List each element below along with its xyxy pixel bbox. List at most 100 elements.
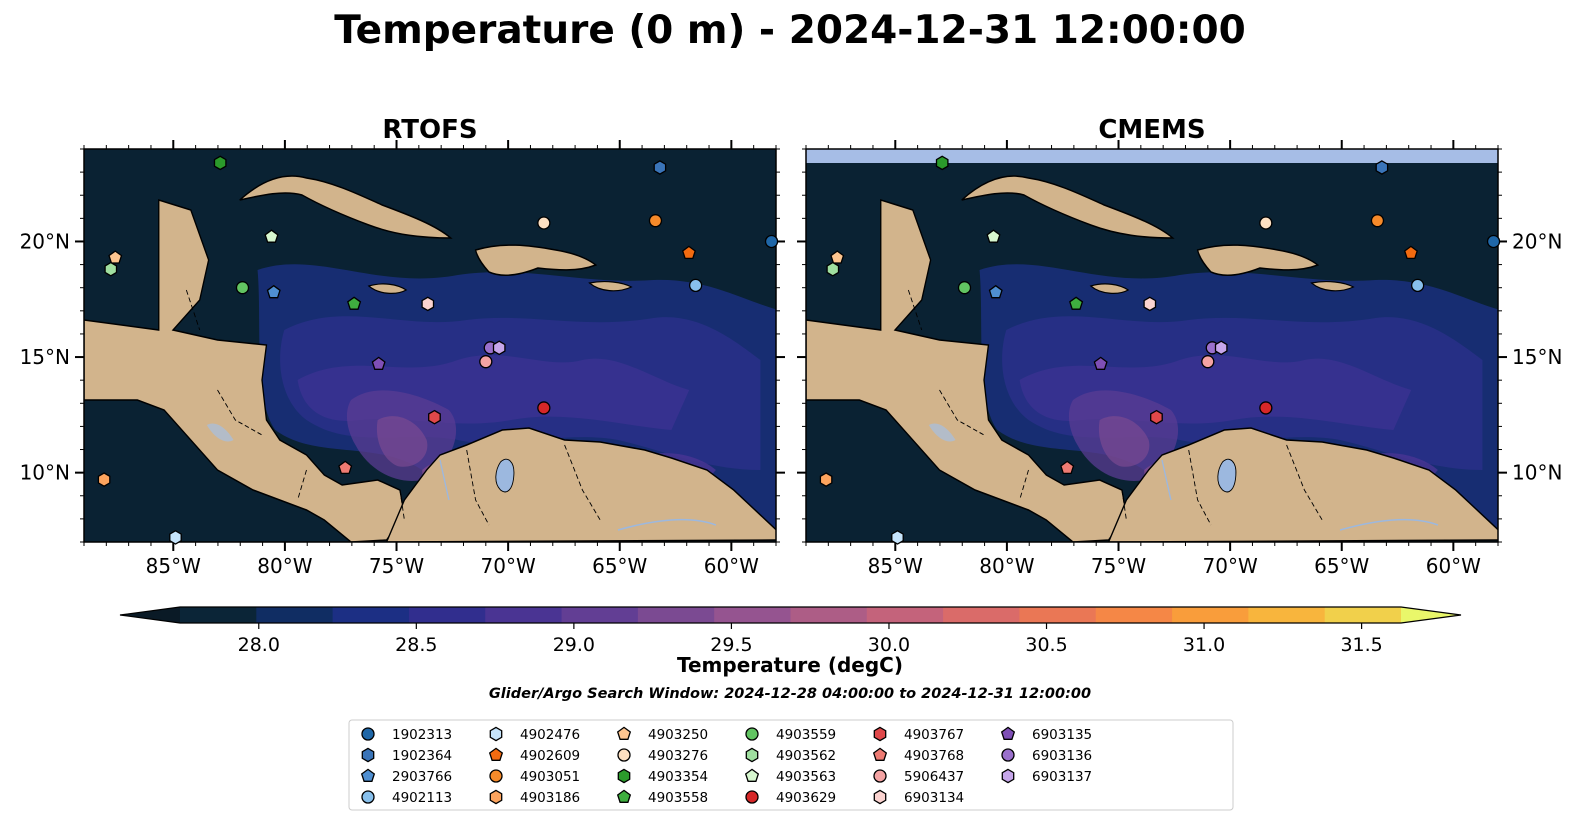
colorbar-tick-label: 28.5 — [395, 634, 437, 656]
colorbar-bin — [180, 607, 257, 623]
legend-label: 2903766 — [392, 769, 452, 785]
x-tick-label: 70°W — [481, 554, 536, 578]
colorbar-bin — [1095, 607, 1173, 623]
x-tick-label: 65°W — [592, 554, 647, 578]
float-markers — [97, 155, 779, 545]
float-marker-6903135 — [371, 356, 386, 370]
legend-marker — [361, 727, 375, 741]
legend-item-6903134: 6903134 — [873, 789, 964, 806]
colorbar-tick-label: 28.0 — [238, 634, 280, 656]
legend-marker — [361, 790, 375, 804]
legend-label: 6903135 — [1032, 727, 1092, 743]
legend-label: 4902476 — [520, 727, 580, 743]
legend-item-4903562: 4903562 — [745, 747, 836, 764]
float-marker-6903134 — [1143, 296, 1157, 312]
legend-label: 4903563 — [776, 769, 836, 785]
float-marker-2903766 — [988, 284, 1003, 299]
panel-rtofs: RTOFS 85°W 80°W 75°W 70°W 65°W 60°W 10°N 15°N 20… — [20, 115, 785, 578]
x-tick-label: 60°W — [1426, 554, 1481, 578]
legend-label: 6903137 — [1032, 769, 1092, 785]
float-marker-4903250 — [108, 250, 123, 264]
legend-item-4903559: 4903559 — [745, 727, 836, 743]
legend-item-6903136: 6903136 — [1001, 748, 1092, 764]
search-window-caption: Glider/Argo Search Window: 2024-12-28 04… — [489, 686, 1091, 702]
colorbar-outline — [119, 606, 1462, 624]
float-marker-4903563 — [986, 229, 1001, 243]
colorbar: 28.0 28.5 29.0 29.5 30.0 30.5 31.0 31.5 — [119, 606, 1462, 656]
legend-marker — [1001, 768, 1015, 784]
legend-item-4903768: 4903768 — [872, 747, 964, 764]
legend-marker — [617, 748, 631, 762]
legend-marker — [873, 726, 887, 742]
legend-label: 6903134 — [904, 790, 964, 806]
legend-marker — [745, 790, 759, 804]
float-marker-4903559 — [957, 281, 972, 295]
float-marker-4902113 — [1410, 278, 1425, 293]
float-marker-4902609 — [681, 245, 696, 260]
colorbar-bin — [714, 607, 791, 623]
float-marker-4903276 — [537, 216, 551, 230]
colorbar-bin — [943, 607, 1020, 623]
float-marker-4903562 — [104, 261, 118, 277]
legend-marker — [617, 768, 631, 784]
legend-label: 4903276 — [648, 748, 708, 764]
legend-label: 1902313 — [392, 727, 452, 743]
legend-label: 1902364 — [392, 748, 452, 764]
legend-label: 4903558 — [648, 790, 708, 806]
x-tick-label: 85°W — [868, 554, 923, 578]
legend-marker — [489, 726, 503, 742]
colorbar-extend-low — [120, 607, 180, 623]
x-tick-label: 75°W — [1091, 554, 1146, 578]
float-markers — [819, 155, 1501, 545]
colorbar-tick-label: 31.0 — [1183, 634, 1225, 656]
legend-item-4903629: 4903629 — [745, 790, 836, 806]
legend-marker — [744, 768, 760, 782]
legend-marker — [616, 789, 632, 803]
float-marker-4903186 — [97, 472, 111, 487]
legend: 1902313 1902364 2903766 4902113 4902476 49026… — [348, 719, 1234, 811]
float-marker-4903558 — [1069, 296, 1084, 310]
no-data-band — [806, 149, 1498, 163]
colorbar-bin — [485, 607, 563, 623]
float-marker-4903354 — [935, 155, 949, 171]
legend-label: 4903250 — [648, 727, 708, 743]
y-tick-label: 10°N — [1512, 461, 1562, 485]
colorbar-bin — [1248, 607, 1326, 623]
legend-item-4903767: 4903767 — [873, 726, 964, 743]
float-marker-4903563 — [264, 229, 279, 243]
float-marker-2903766 — [266, 284, 281, 299]
panel-title: CMEMS — [1098, 115, 1205, 145]
float-marker-4903559 — [235, 281, 250, 295]
legend-item-4903563: 4903563 — [744, 768, 836, 785]
legend-marker — [872, 747, 888, 761]
float-marker-4902113 — [688, 278, 703, 293]
map-frame — [805, 148, 1499, 543]
float-marker-4903558 — [347, 296, 362, 310]
float-marker-1902364 — [1375, 160, 1389, 175]
float-marker-6903135 — [1093, 356, 1108, 370]
x-tick-label: 80°W — [257, 554, 312, 578]
legend-item-4902609: 4902609 — [488, 747, 580, 764]
legend-marker — [361, 747, 375, 763]
colorbar-tick-label: 29.5 — [710, 634, 752, 656]
legend-label: 4903562 — [776, 748, 836, 764]
colorbar-bin — [790, 607, 868, 623]
legend-item-4903276: 4903276 — [617, 748, 708, 764]
float-marker-1902313 — [764, 234, 779, 249]
legend-marker — [488, 747, 504, 761]
float-marker-6903137 — [492, 340, 506, 356]
y-tick-label: 10°N — [20, 461, 70, 485]
legend-marker — [745, 727, 759, 741]
legend-label: 4902113 — [392, 790, 452, 806]
colorbar-bin — [1019, 607, 1097, 623]
legend-marker — [360, 768, 376, 782]
colorbar-bin — [408, 607, 486, 623]
legend-item-4903354: 4903354 — [617, 768, 708, 785]
float-marker-4903562 — [826, 261, 840, 277]
colorbar-tick-label: 30.5 — [1025, 634, 1067, 656]
legend-marker — [489, 789, 503, 805]
float-marker-1902313 — [1486, 234, 1501, 249]
x-tick-label: 70°W — [1203, 554, 1258, 578]
float-marker-4903250 — [830, 250, 845, 264]
x-tick-label: 60°W — [704, 554, 759, 578]
